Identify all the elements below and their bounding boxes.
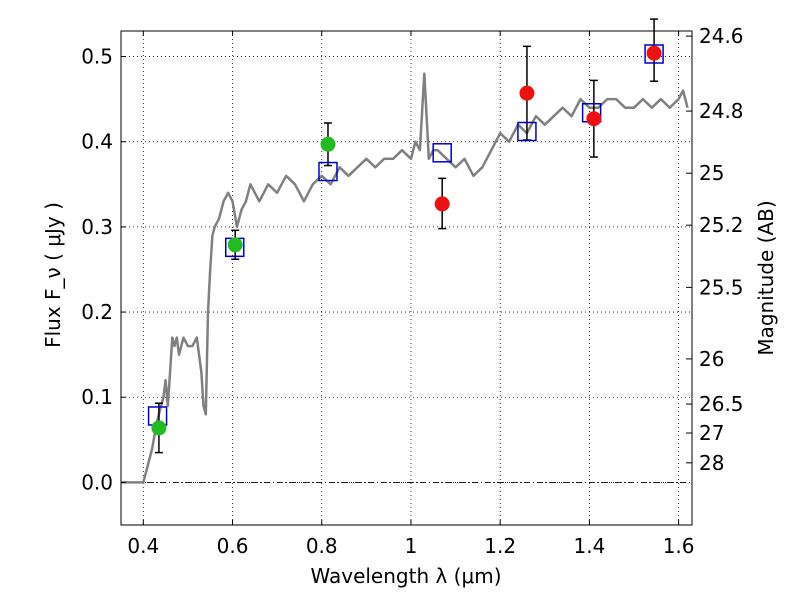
observed-point <box>227 237 243 253</box>
plot-frame <box>120 30 693 526</box>
model-photometry-square <box>318 161 338 182</box>
observed-point <box>586 111 602 127</box>
right-tick-label: 28 <box>699 451 724 475</box>
model-photometry-square <box>644 44 664 64</box>
right-tick-labels: 24.6 24.8 25 25.2 25.5 26 26.5 27 28 <box>699 24 744 475</box>
x-tick-label: 1.2 <box>484 534 516 558</box>
y-tick-labels: 0.0 0.1 0.2 0.3 0.4 0.5 <box>81 45 113 495</box>
x-tick-label: 1.4 <box>573 534 605 558</box>
model-spectrum-line <box>121 72 689 484</box>
observed-point <box>151 420 167 436</box>
y-tick-label: 0.2 <box>81 300 113 324</box>
model-photometry-square <box>517 121 537 142</box>
error-bars <box>154 18 659 454</box>
right-tick-label: 25.5 <box>699 275 744 299</box>
right-tick-label: 25.2 <box>699 213 744 237</box>
right-tick-label: 25 <box>699 161 724 185</box>
model-photometry-square <box>432 143 452 163</box>
observed-point <box>519 85 535 101</box>
observed-point <box>320 136 336 152</box>
right-axis-title: Magnitude (AB) <box>754 200 778 355</box>
y-tick-label: 0.5 <box>81 45 113 69</box>
y-tick-label: 0.0 <box>81 470 113 494</box>
model-spectrum <box>121 72 689 484</box>
x-tick-label: 0.8 <box>306 534 338 558</box>
model-photometry-points <box>147 44 664 426</box>
grid <box>121 31 692 525</box>
x-axis-title: Wavelength λ (μm) <box>310 564 501 588</box>
observed-point <box>434 196 450 212</box>
observed-points <box>151 45 662 436</box>
right-tick-label: 24.8 <box>699 99 744 123</box>
right-tick-label: 27 <box>699 421 724 445</box>
y-tick-label: 0.3 <box>81 215 113 239</box>
y-tick-label: 0.1 <box>81 385 113 409</box>
right-tick-label: 26 <box>699 347 724 371</box>
axis-ticks <box>121 31 692 525</box>
x-tick-label: 1.6 <box>663 534 695 558</box>
observed-point <box>646 45 662 61</box>
x-tick-label: 0.6 <box>217 534 249 558</box>
y-axis-title: Flux F_ν ( μJy ) <box>41 202 65 348</box>
y-tick-label: 0.4 <box>81 130 113 154</box>
x-tick-label: 0.4 <box>127 534 159 558</box>
x-tick-label: 1 <box>405 534 418 558</box>
x-tick-labels: 0.4 0.6 0.8 1 1.2 1.4 1.6 <box>127 534 694 558</box>
right-tick-label: 24.6 <box>699 24 744 48</box>
right-tick-label: 26.5 <box>699 392 744 416</box>
